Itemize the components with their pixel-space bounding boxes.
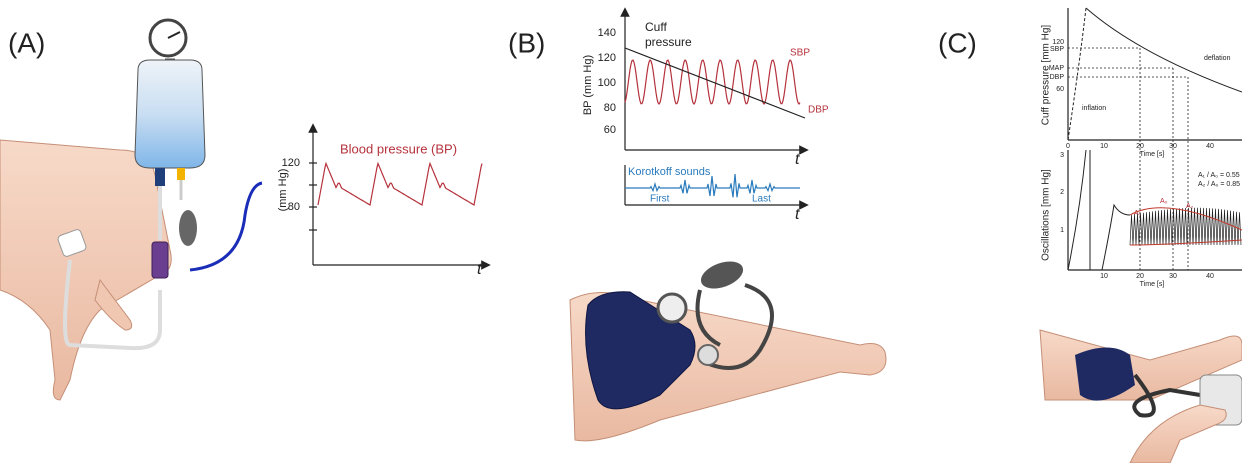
graph-title: Blood pressure (BP) bbox=[340, 141, 457, 156]
y-tick-label: 80 bbox=[288, 201, 300, 213]
bp-graph: 140 120 100 80 60 BP (mm Hg) Cuff pressu… bbox=[582, 12, 829, 168]
monitor-arm-illustration bbox=[1040, 330, 1242, 463]
shape bbox=[698, 345, 718, 365]
y-tick-label: 2 bbox=[1060, 189, 1064, 196]
cuff-pressure-line bbox=[625, 48, 805, 118]
annotation: inflation bbox=[1082, 105, 1106, 112]
y-tick-label: 3 bbox=[1060, 152, 1064, 159]
y-axis-label: (mm Hg) bbox=[277, 169, 289, 212]
annotation: deflation bbox=[1204, 55, 1231, 62]
annotation: A₂ / A₀ = 0.85 bbox=[1198, 181, 1240, 188]
panel-b: (B) 140 120 100 80 60 BP (mm Hg) Cuff pr… bbox=[508, 12, 886, 441]
y-tick-label: 120 bbox=[282, 157, 300, 169]
shape bbox=[155, 168, 165, 186]
panel-a: (A) 120 80 (mm Hg) Blood pressure (BP) t bbox=[0, 20, 486, 400]
x-axis-label: Time [s] bbox=[1140, 281, 1165, 288]
x-axis-label: Time [s] bbox=[1140, 151, 1165, 158]
shape bbox=[179, 210, 197, 246]
guide-lines bbox=[1068, 48, 1188, 270]
cuff-arm-illustration bbox=[570, 256, 886, 441]
x-tick-label: 0 bbox=[1066, 143, 1070, 150]
deflation-curve bbox=[1086, 8, 1242, 92]
x-tick-label: 40 bbox=[1206, 273, 1214, 280]
x-tick-label: 10 bbox=[1100, 273, 1108, 280]
y-axis-label: Oscillations [mm Hg] bbox=[1041, 169, 1052, 261]
signal bbox=[1068, 150, 1130, 270]
x-tick-label: 20 bbox=[1136, 273, 1144, 280]
panel-label: (A) bbox=[8, 27, 45, 58]
annotation: pressure bbox=[645, 35, 692, 49]
inflation-curve bbox=[1068, 8, 1086, 140]
panel-label: (C) bbox=[938, 27, 977, 58]
panel-c: (C) 120 SBP MAP DBP 60 0 10 20 30 40 Tim… bbox=[938, 8, 1242, 463]
y-tick-label: 60 bbox=[604, 124, 616, 136]
bp-graph: 120 80 (mm Hg) Blood pressure (BP) t bbox=[277, 128, 486, 278]
y-tick-label: SBP bbox=[1050, 46, 1064, 53]
y-tick-label: 120 bbox=[598, 52, 616, 64]
panel-label: (B) bbox=[508, 27, 545, 58]
x-axis-label: t bbox=[795, 151, 800, 168]
y-tick-label: 80 bbox=[604, 102, 616, 114]
y-tick-label: 120 bbox=[1052, 39, 1064, 46]
annotation: DBP bbox=[808, 105, 829, 116]
annotation: SBP bbox=[790, 48, 810, 59]
shape bbox=[177, 168, 185, 180]
x-tick-label: 30 bbox=[1169, 273, 1177, 280]
annotation: First bbox=[650, 194, 670, 205]
oscillations bbox=[1130, 208, 1241, 245]
shape bbox=[697, 256, 747, 294]
arm-illustration bbox=[0, 140, 171, 400]
korotkoff-graph: Korotkoff sounds First Last t bbox=[625, 165, 804, 223]
shape bbox=[0, 140, 171, 400]
x-axis-label: t bbox=[477, 261, 482, 278]
annotation: Cuff bbox=[645, 20, 667, 34]
shape bbox=[135, 60, 205, 168]
y-tick-label: 60 bbox=[1056, 86, 1064, 93]
annotation: A₀ bbox=[1160, 198, 1168, 205]
shape bbox=[658, 294, 686, 322]
connector-line bbox=[190, 183, 262, 270]
y-tick-label: 140 bbox=[598, 27, 616, 39]
annotation: A₂ bbox=[1186, 203, 1194, 210]
annotation: Last bbox=[752, 194, 771, 205]
x-axis-label: t bbox=[795, 206, 800, 223]
annotation: A₁ / A₀ = 0.55 bbox=[1198, 172, 1240, 179]
shape bbox=[152, 242, 168, 278]
y-axis-label: BP (mm Hg) bbox=[582, 55, 594, 115]
oscillation-graph: 3 2 1 10 20 30 40 Time [s] Oscillations … bbox=[1041, 150, 1242, 288]
y-tick-label: DBP bbox=[1050, 74, 1065, 81]
x-tick-label: 40 bbox=[1206, 143, 1214, 150]
graph-title: Korotkoff sounds bbox=[628, 166, 711, 178]
y-axis-label: Cuff pressure [mm Hg] bbox=[1041, 25, 1052, 126]
figure: (A) 120 80 (mm Hg) Blood pressure (BP) t… bbox=[0, 0, 1242, 463]
bp-waveform bbox=[318, 164, 482, 206]
x-tick-label: 10 bbox=[1100, 143, 1108, 150]
y-tick-label: 1 bbox=[1060, 227, 1064, 234]
y-tick-label: 100 bbox=[598, 77, 616, 89]
